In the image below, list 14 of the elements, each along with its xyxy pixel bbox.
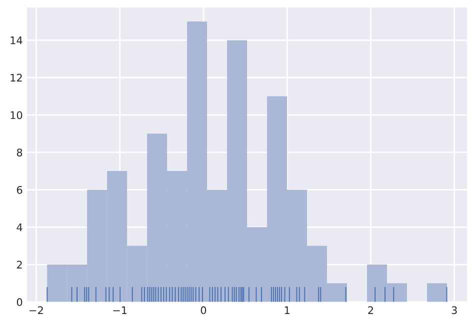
y-tick-label: 2 <box>16 260 22 268</box>
y-tick-label: 10 <box>10 111 22 120</box>
y-tick-label: 8 <box>16 148 22 156</box>
x-tick-label: 0 <box>200 306 206 314</box>
y-tick-label: 4 <box>16 224 22 232</box>
y-tick-label: 12 <box>10 74 22 82</box>
x-tick-label: 2 <box>368 306 373 314</box>
x-tick-label: −1 <box>113 306 127 314</box>
y-tick-label: 6 <box>16 186 22 194</box>
x-tick-label: 3 <box>452 306 457 314</box>
x-tick-label: −2 <box>30 306 43 314</box>
y-tick-label: 14 <box>10 36 22 44</box>
x-tick-label: 1 <box>284 306 290 314</box>
y-tick-label: 0 <box>16 298 22 306</box>
